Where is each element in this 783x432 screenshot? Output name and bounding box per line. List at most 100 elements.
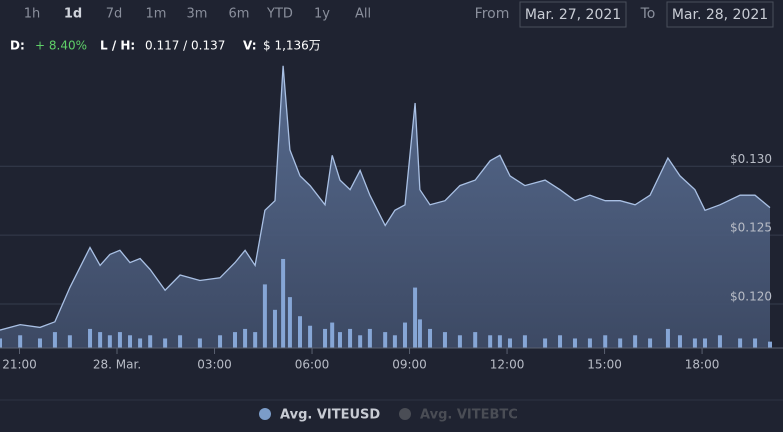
volume-bar (358, 335, 363, 348)
range-value: 0.117 / 0.137 (145, 39, 225, 53)
range-button[interactable]: 1d (64, 7, 82, 22)
volume-bar (603, 335, 608, 348)
range-button[interactable]: 6m (229, 7, 250, 22)
price-line (0, 65, 771, 331)
volume-bar (677, 335, 682, 348)
volume-bar (107, 335, 112, 348)
volume-bar (543, 338, 548, 348)
volume-bar (753, 338, 758, 348)
volume-bar (587, 338, 592, 348)
volume-bar (272, 309, 277, 348)
volume-bar (522, 335, 527, 348)
y-tick-label: $0.130 (730, 152, 772, 166)
from-label: From (475, 6, 510, 22)
volume-bar (348, 328, 353, 348)
legend-label[interactable]: Avg. VITEUSD (280, 408, 380, 423)
volume-bar (428, 328, 433, 348)
volume-bar (507, 338, 512, 348)
volume-bar (0, 338, 2, 348)
volume-bar (648, 338, 653, 348)
to-input[interactable] (666, 1, 774, 28)
volume-bar (52, 332, 57, 348)
volume-bar (702, 338, 707, 348)
volume-label: V: (243, 39, 257, 53)
to-label: To (640, 6, 656, 22)
volume-bar (330, 322, 335, 348)
volume-bar (298, 316, 303, 348)
y-tick-label: $0.120 (730, 289, 772, 303)
x-tick-label: 28. Mar. (93, 358, 141, 372)
range-button[interactable]: 7d (106, 7, 123, 22)
volume-bar (383, 332, 388, 348)
volume-bar (197, 338, 202, 348)
volume-bar (218, 335, 223, 348)
volume-bar (392, 335, 397, 348)
legend-label[interactable]: Avg. VITEBTC (420, 408, 518, 423)
change-value: + 8.40% (35, 39, 87, 53)
volume-bar (665, 328, 670, 348)
legend-marker[interactable] (399, 408, 411, 420)
volume-bar (253, 332, 258, 348)
volume-bar (768, 341, 772, 348)
range-button[interactable]: 3m (187, 7, 208, 22)
volume-bar (337, 332, 342, 348)
volume-bar (692, 338, 697, 348)
legend: Avg. VITEUSD Avg. VITEBTC (259, 408, 518, 423)
volume-bar (473, 332, 478, 348)
volume-bar (163, 338, 168, 348)
volume-bar (717, 335, 722, 348)
volume-bar (308, 325, 313, 348)
volume-bar (67, 335, 72, 348)
volume-bar (37, 338, 42, 348)
to-value[interactable]: Mar. 28, 2021 (672, 7, 768, 23)
volume-bar (287, 297, 292, 348)
volume-bar (402, 322, 407, 348)
change-label: D: (10, 39, 25, 53)
x-tick-label: 21:00 (2, 358, 37, 372)
legend-marker[interactable] (259, 408, 271, 420)
volume-bar (572, 338, 577, 348)
range-button[interactable]: All (355, 7, 371, 22)
volume-bar (488, 335, 493, 348)
volume-bar (413, 287, 418, 348)
volume-bar (232, 332, 237, 348)
range-label: L / H: (100, 39, 135, 53)
plot-area (0, 65, 783, 349)
volume-bar (117, 332, 122, 348)
x-tick-label: 12:00 (490, 358, 525, 372)
from-input[interactable] (519, 1, 627, 28)
volume-bar (618, 338, 623, 348)
volume-bar (442, 332, 447, 348)
volume-bar (457, 335, 462, 348)
volume-bar (367, 328, 372, 348)
volume-bar (148, 335, 153, 348)
volume-bar (178, 335, 183, 348)
volume-bar (128, 335, 133, 348)
x-tick-label: 06:00 (295, 358, 330, 372)
volume-bar (417, 319, 422, 348)
x-tick-label: 03:00 (197, 358, 232, 372)
volume-bar (98, 332, 103, 348)
area-fill (0, 65, 770, 349)
volume-bar (558, 335, 563, 348)
volume-bar (497, 335, 502, 348)
x-tick-label: 09:00 (392, 358, 427, 372)
y-tick-label: $0.125 (730, 221, 772, 235)
range-button[interactable]: 1y (314, 7, 330, 22)
range-button[interactable]: 1m (146, 7, 167, 22)
volume-value: $ 1,136万 (263, 39, 321, 53)
x-tick-label: 15:00 (587, 358, 622, 372)
from-value[interactable]: Mar. 27, 2021 (525, 7, 621, 23)
volume-bar (138, 338, 143, 348)
volume-bar (88, 328, 93, 348)
volume-bar (262, 284, 267, 348)
x-tick-label: 18:00 (685, 358, 720, 372)
volume-bar (323, 328, 328, 348)
range-button[interactable]: YTD (266, 7, 293, 22)
volume-bar (18, 335, 23, 348)
volume-bar (633, 335, 638, 348)
volume-bar (243, 328, 248, 348)
volume-bar (738, 338, 743, 348)
range-button[interactable]: 1h (24, 7, 41, 22)
